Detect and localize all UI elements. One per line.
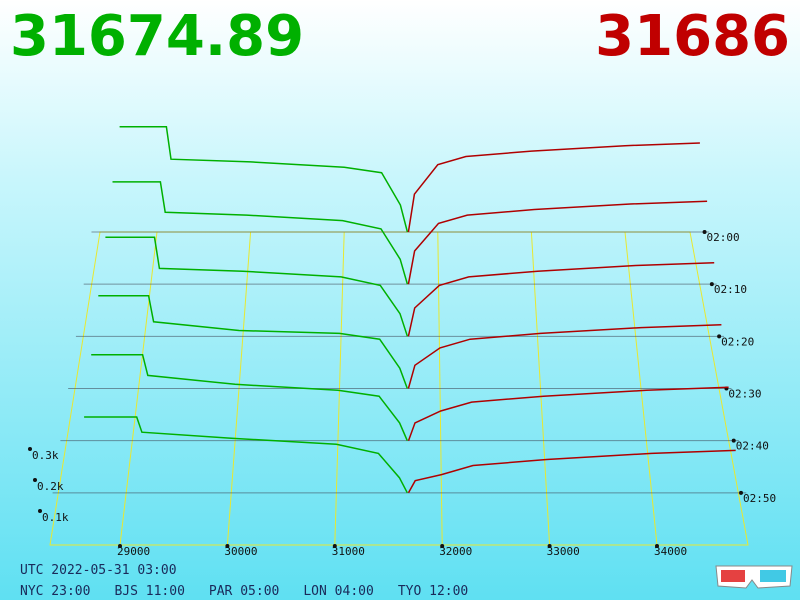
- tick-mark: [547, 544, 552, 548]
- city-time: LON 04:00: [303, 584, 374, 599]
- footer: UTC 2022-05-31 03:00 NYC 23:00 BJS 11:00 P…: [20, 560, 492, 602]
- time-label: 02:10: [714, 283, 747, 296]
- ask-depth-line: [407, 386, 729, 441]
- bid-price: 31674.89: [10, 4, 305, 69]
- tick-mark: [702, 230, 707, 234]
- city-time: BJS 11:00: [114, 584, 185, 599]
- bid-depth-line: [119, 126, 409, 233]
- city-times: NYC 23:00 BJS 11:00 PAR 05:00 LON 04:00 TYO …: [20, 581, 492, 602]
- bid-depth-line: [84, 416, 408, 494]
- tick-mark: [709, 282, 714, 287]
- city-time: NYC 23:00: [20, 584, 91, 599]
- bid-depth-line: [98, 294, 409, 389]
- z-tick-label: 0.2k: [37, 480, 64, 493]
- tick-mark: [225, 544, 230, 548]
- time-label: 02:50: [743, 492, 776, 505]
- ask-depth-line: [407, 323, 722, 389]
- x-tick-label: 29000: [117, 545, 150, 558]
- tick-mark: [440, 544, 445, 548]
- time-label: 02:20: [721, 335, 754, 348]
- ask-depth-line: [407, 449, 736, 494]
- bid-depth-line: [105, 236, 409, 337]
- city-time: PAR 05:00: [208, 584, 280, 599]
- z-tick-label: 0.1k: [42, 511, 69, 524]
- bid-depth-line: [91, 353, 408, 441]
- utc-time: UTC 2022-05-31 03:00: [20, 563, 177, 578]
- x-tick-label: 33000: [547, 545, 580, 558]
- tick-mark: [38, 509, 42, 513]
- x-tick-label: 31000: [332, 545, 365, 558]
- x-tick-label: 30000: [224, 545, 257, 558]
- city-time: TYO 12:00: [397, 584, 469, 599]
- tick-mark: [717, 334, 722, 339]
- ask-price: 31686: [595, 4, 790, 69]
- tick-mark: [739, 490, 744, 495]
- time-label: 02:00: [707, 231, 740, 244]
- tick-mark: [118, 544, 122, 548]
- ask-depth-line: [407, 142, 700, 233]
- tick-mark: [731, 438, 736, 443]
- x-tick-label: 34000: [654, 545, 687, 558]
- tick-mark: [28, 447, 32, 451]
- time-label: 02:30: [728, 388, 761, 401]
- z-tick-label: 0.3k: [32, 449, 59, 462]
- bid-depth-line: [112, 181, 409, 285]
- tick-mark: [655, 544, 659, 548]
- ask-depth-line: [407, 261, 715, 337]
- tick-mark: [332, 544, 337, 548]
- glasses-icon: [715, 565, 793, 589]
- ask-depth-line: [407, 200, 708, 285]
- tick-mark: [33, 478, 37, 482]
- time-label: 02:40: [736, 440, 769, 453]
- x-tick-label: 32000: [439, 545, 472, 558]
